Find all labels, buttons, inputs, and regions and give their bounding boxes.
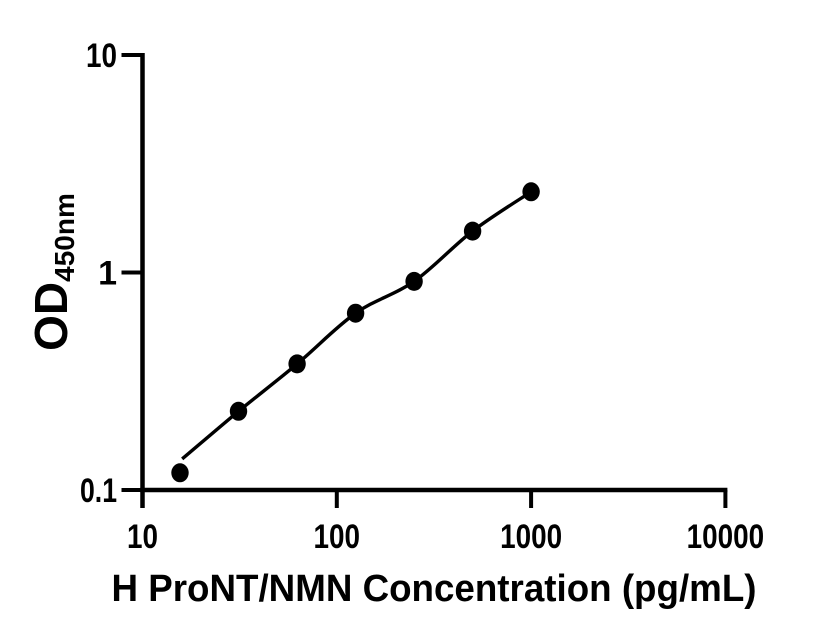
y-tick-label: 0.1 (80, 472, 117, 510)
plot-area (171, 182, 540, 483)
y-axis-title: OD450nm (25, 193, 80, 351)
data-point (522, 182, 540, 202)
data-point (405, 271, 423, 291)
axes (140, 53, 728, 508)
y-axis-title-subscript: 450nm (49, 193, 80, 282)
data-point (171, 463, 189, 483)
data-point (288, 354, 306, 374)
y-axis-title-main: OD (25, 282, 77, 351)
y-tick-label: 1 (98, 255, 117, 293)
x-tick-label: 10000 (687, 518, 765, 556)
data-point (229, 401, 248, 421)
x-tick-label: 100 (314, 518, 361, 556)
data-point (346, 303, 365, 323)
tick-labels: 0.1 1 10 10 100 1000 10000 (80, 37, 764, 556)
x-tick-label: 1000 (500, 518, 562, 556)
tick-marks (121, 53, 728, 508)
x-axis-title: H ProNT/NMN Concentration (pg/mL) (112, 568, 757, 610)
x-tick-label: 10 (127, 518, 158, 556)
y-tick-label: 10 (86, 37, 117, 75)
data-point (463, 221, 482, 241)
